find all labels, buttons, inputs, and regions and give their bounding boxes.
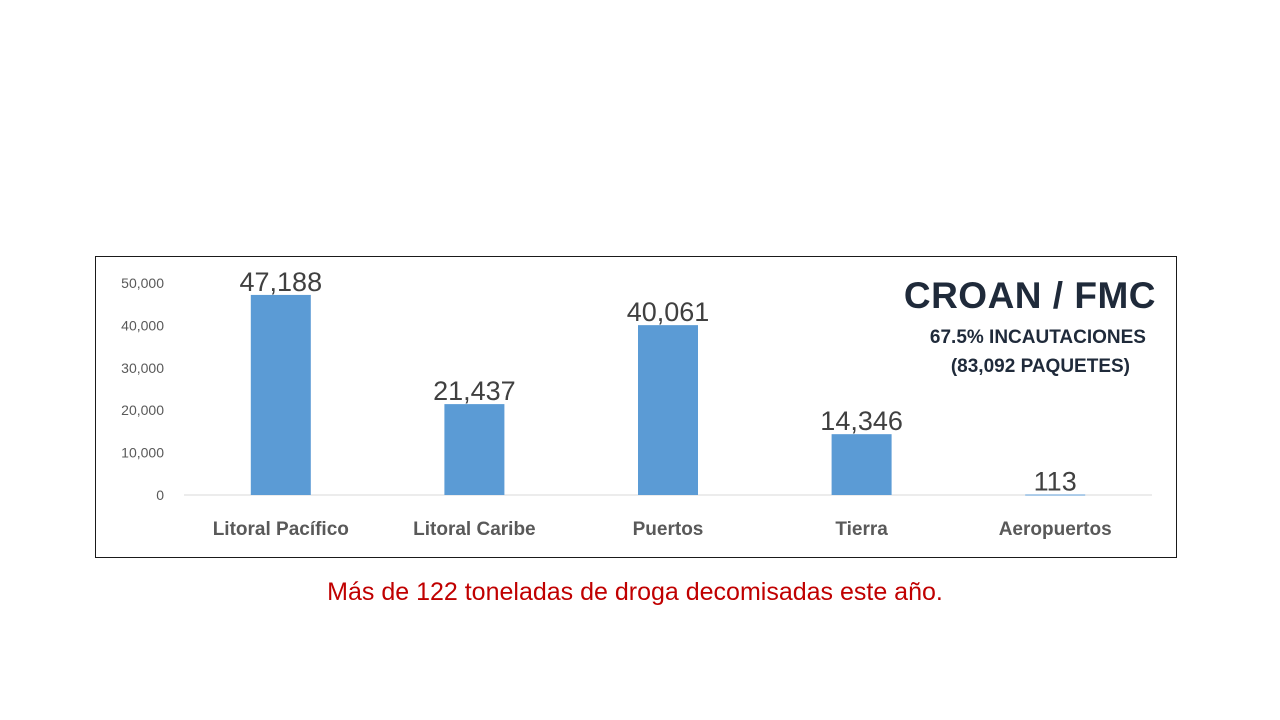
- x-tick-label: Litoral Pacífico: [213, 519, 349, 540]
- y-tick-label: 0: [156, 487, 164, 503]
- bar-chart: 0 10,000 20,000 30,000 40,000 50,000 47,188 Lit…: [121, 267, 1152, 540]
- y-tick-label: 30,000: [121, 360, 164, 376]
- data-label: 40,061: [627, 297, 710, 327]
- y-tick-label: 50,000: [121, 275, 164, 291]
- annotation-seizures-percent: 67.5% INCAUTACIONES: [929, 327, 1146, 348]
- x-tick-label: Tierra: [835, 519, 888, 540]
- x-tick-label: Litoral Caribe: [413, 519, 535, 540]
- chart-frame: 0 10,000 20,000 30,000 40,000 50,000 47,188 Lit…: [95, 256, 1177, 558]
- y-tick-label: 40,000: [121, 317, 164, 333]
- caption-text: Más de 122 toneladas de droga decomisada…: [327, 578, 943, 606]
- bar: [444, 404, 505, 495]
- y-tick-label: 10,000: [121, 445, 164, 461]
- x-tick-label: Puertos: [633, 519, 704, 540]
- data-label: 113: [1034, 467, 1077, 497]
- data-label: 14,346: [820, 406, 903, 436]
- bar: [638, 325, 698, 495]
- annotation-packages-count: (83,092 PAQUETES): [950, 356, 1130, 377]
- x-tick-label: Aeropuertos: [999, 519, 1112, 540]
- data-label: 47,188: [240, 267, 323, 297]
- bar: [831, 434, 892, 495]
- annotation-title: CROAN / FMC: [903, 275, 1156, 316]
- y-tick-label: 20,000: [121, 402, 164, 418]
- bar: [250, 294, 311, 495]
- bar: [1025, 494, 1086, 496]
- data-label: 21,437: [433, 376, 516, 406]
